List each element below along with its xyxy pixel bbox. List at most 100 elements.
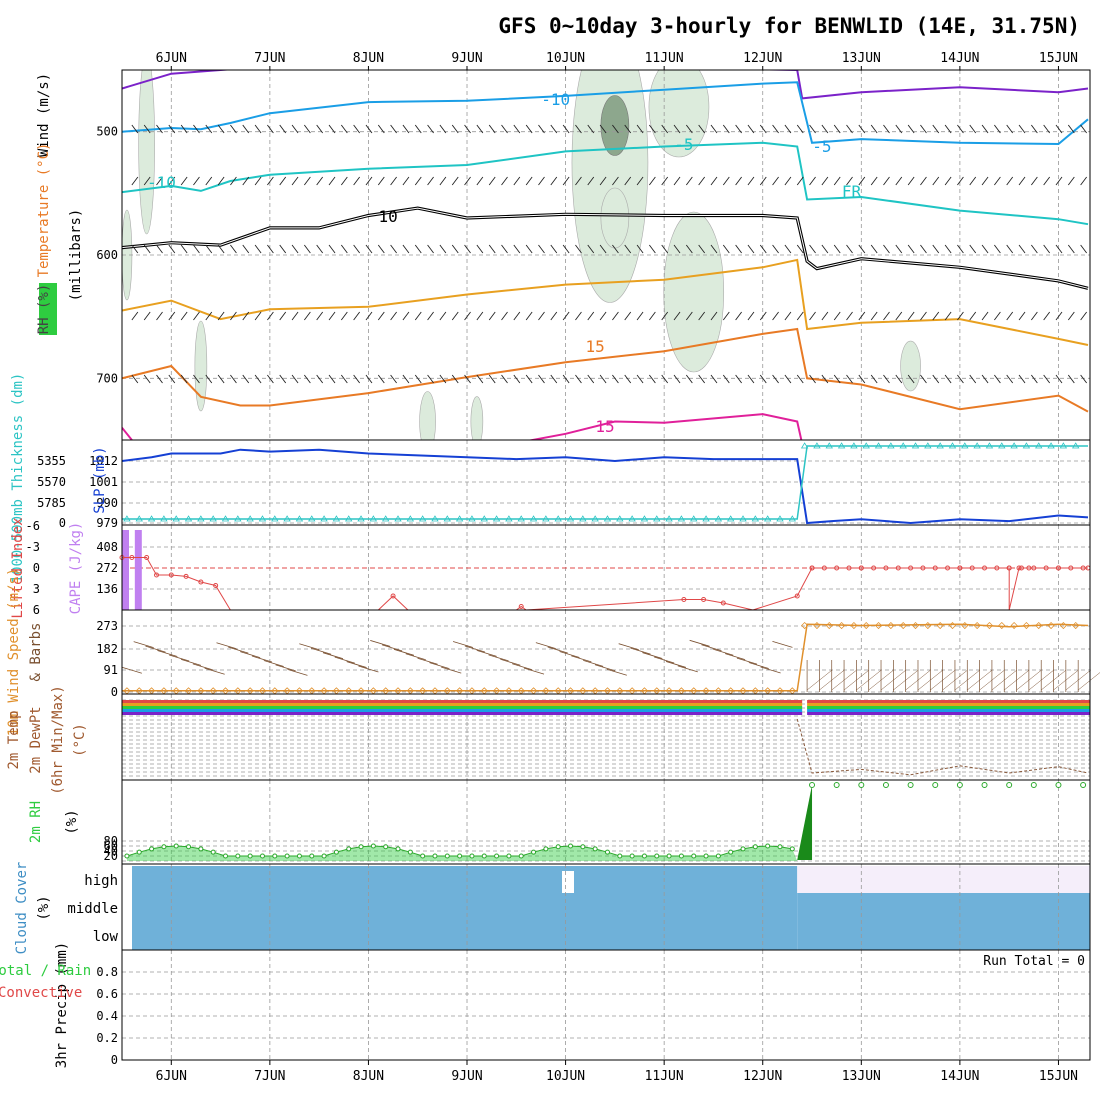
wind-marker	[801, 621, 809, 630]
wind-barb	[796, 311, 804, 321]
wind-barb	[427, 311, 434, 321]
wind-marker	[887, 621, 895, 630]
y-tick-precip: 0	[111, 1053, 118, 1067]
y-tick-rh: 40	[104, 844, 118, 858]
rh-marker	[740, 846, 746, 852]
wind-barb	[895, 124, 903, 134]
wind-barb	[340, 176, 348, 186]
wind-barb	[180, 311, 188, 321]
wind-barb	[858, 244, 866, 254]
wind-barb	[858, 176, 866, 186]
wind-barb	[346, 661, 367, 668]
y-tick-thickness: 5355	[37, 454, 66, 468]
y-tick-label: 700	[96, 371, 118, 385]
day-label-bottom: 9JUN	[451, 1069, 482, 1084]
wind-barb	[1043, 124, 1051, 134]
wind-barb	[772, 244, 779, 254]
li-marker	[932, 565, 938, 571]
wind-barb	[969, 244, 977, 254]
wind-barb	[377, 244, 385, 254]
wind-barb	[205, 311, 213, 321]
wind-barb	[500, 658, 521, 666]
wind-barb	[636, 176, 644, 186]
wind-barb	[1030, 311, 1038, 321]
wind-barb	[439, 311, 447, 321]
wind-barb	[1018, 311, 1026, 321]
wind-barb	[944, 311, 952, 321]
rh-marker	[789, 846, 795, 852]
wind-barb	[932, 311, 940, 321]
wind-barb	[381, 644, 403, 652]
wind-barb	[907, 311, 915, 321]
wind-barb	[390, 176, 397, 186]
wind-barb	[242, 124, 250, 134]
wind-marker	[295, 687, 303, 695]
wind-barb	[512, 663, 533, 671]
wind-barb	[230, 176, 237, 186]
wind-barb	[994, 244, 1001, 254]
wind-barb	[205, 176, 213, 186]
cloud-low-middle	[797, 893, 1090, 950]
wind-barb	[414, 311, 422, 321]
wind-barb	[291, 176, 299, 186]
wind-barb	[735, 311, 742, 321]
wind-barb	[204, 667, 225, 675]
wind-marker	[961, 621, 969, 630]
wind-barb	[599, 176, 607, 186]
wind-barb	[316, 311, 324, 321]
wind-barb	[685, 176, 693, 186]
rh-shade-area	[470, 396, 484, 440]
thickness-marker	[702, 515, 710, 522]
wind-barb	[316, 124, 324, 134]
wind-barb	[365, 311, 373, 321]
wind-barb	[279, 124, 287, 134]
wind-barb	[796, 244, 804, 254]
wind-barb	[451, 311, 459, 321]
thickness-marker	[800, 442, 809, 449]
day-label-top: 9JUN	[451, 51, 482, 66]
isotherm-label: FR	[842, 182, 862, 201]
wind-barb	[809, 176, 816, 186]
wind-barb	[1006, 176, 1014, 186]
wind-barb	[488, 654, 509, 662]
temp-band	[122, 703, 803, 706]
y-tick-cloud: middle	[67, 901, 118, 917]
thickness-marker	[837, 442, 846, 449]
wind-barb	[1043, 311, 1051, 321]
wind-barb	[488, 311, 496, 321]
wind-barb	[562, 244, 570, 254]
temp-band	[122, 700, 803, 703]
day-label-top: 6JUN	[156, 51, 187, 66]
wind-barb	[1080, 311, 1087, 321]
rh-marker	[370, 843, 376, 849]
wind-barb	[920, 124, 927, 134]
rh-marker	[1055, 782, 1062, 788]
wind-marker	[1010, 621, 1018, 630]
axis-label-thickness: 1000-500mb Thickness (dm)	[10, 373, 26, 584]
wind-barb	[784, 374, 792, 384]
y-tick-cloud: high	[84, 873, 118, 889]
run-total-label: Run Total = 0	[983, 954, 1085, 969]
wind-marker	[419, 687, 427, 695]
wind-barb	[981, 374, 989, 384]
wind-barb	[501, 176, 508, 186]
wind-barb	[525, 244, 533, 254]
wind-marker	[764, 687, 772, 695]
wind-barb	[932, 374, 940, 384]
panel-frame	[121, 439, 1091, 526]
wind-barb	[501, 374, 508, 384]
wind-barb	[365, 176, 373, 186]
wind-barb	[673, 176, 681, 186]
wind-barb	[525, 124, 533, 134]
wind-barb	[156, 176, 163, 186]
wind-barb	[722, 374, 730, 384]
wind-barb	[402, 244, 410, 254]
rh-shade-area	[138, 70, 155, 235]
axis-label-slp: SLP (mb)	[92, 446, 108, 513]
wind-barb	[304, 124, 311, 134]
wind-barb	[291, 374, 299, 384]
wind-barb	[649, 176, 656, 186]
thickness-marker	[160, 515, 168, 522]
wind-barb	[414, 176, 422, 186]
